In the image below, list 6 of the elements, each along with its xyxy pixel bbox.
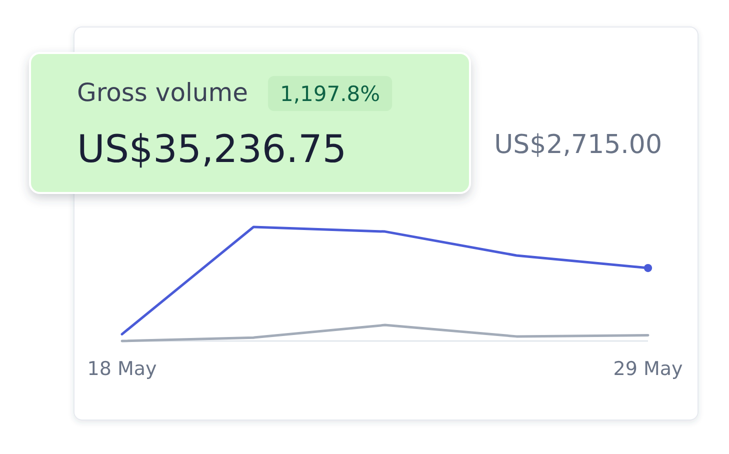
chart-title: Gross volume	[77, 78, 248, 107]
text: 1,197.8%	[280, 82, 380, 106]
x-tick-label: 29 May	[613, 358, 683, 380]
x-tick-label: 18 May	[87, 358, 157, 380]
chart-subtitle: US$35,236.75	[77, 127, 347, 171]
text: US$2,715.00	[494, 130, 662, 160]
